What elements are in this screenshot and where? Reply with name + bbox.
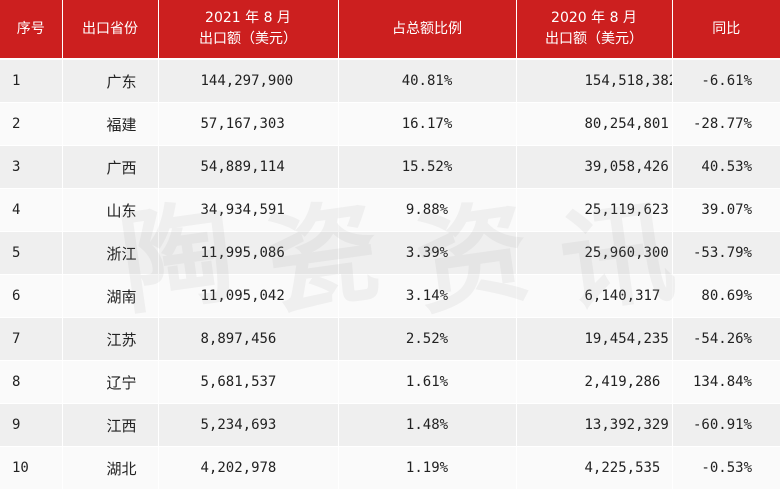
cell-share: 9.88% <box>338 188 517 232</box>
table-row: 4 山东 34,934,591 9.88% 25,119,623 39.07% <box>0 188 780 232</box>
cell-province: 湖北 <box>62 446 159 490</box>
table-row: 5 浙江 11,995,086 3.39% 25,960,300 -53.79% <box>0 231 780 275</box>
cell-province: 山东 <box>62 188 159 232</box>
cell-province: 浙江 <box>62 231 159 275</box>
cell-index: 7 <box>0 317 63 361</box>
cell-province: 江苏 <box>62 317 159 361</box>
header-index: 序号 <box>0 0 63 60</box>
cell-index: 1 <box>0 59 63 103</box>
cell-export-2020: 13,392,329 <box>516 403 673 447</box>
table-row: 1 广东 144,297,900 40.81% 154,518,382 -6.6… <box>0 59 780 103</box>
cell-share: 1.61% <box>338 360 517 404</box>
header-export-2020: 2020 年 8 月 出口额（美元） <box>516 0 673 60</box>
table-row: 8 辽宁 5,681,537 1.61% 2,419,286 134.84% <box>0 360 780 404</box>
table-row: 3 广西 54,889,114 15.52% 39,058,426 40.53% <box>0 145 780 189</box>
cell-share: 3.39% <box>338 231 517 275</box>
cell-yoy: -53.79% <box>672 231 780 275</box>
cell-export-2020: 39,058,426 <box>516 145 673 189</box>
cell-index: 4 <box>0 188 63 232</box>
cell-yoy: -6.61% <box>672 59 780 103</box>
cell-yoy: -28.77% <box>672 102 780 146</box>
cell-province: 广西 <box>62 145 159 189</box>
header-export-2021: 2021 年 8 月 出口额（美元） <box>158 0 339 60</box>
header-province: 出口省份 <box>62 0 159 60</box>
cell-share: 16.17% <box>338 102 517 146</box>
cell-province: 广东 <box>62 59 159 103</box>
cell-export-2020: 154,518,382 <box>516 59 673 103</box>
cell-index: 5 <box>0 231 63 275</box>
cell-index: 8 <box>0 360 63 404</box>
cell-yoy: 134.84% <box>672 360 780 404</box>
table-header-row: 序号 出口省份 2021 年 8 月 出口额（美元） 占总额比例 2020 年 … <box>0 0 780 60</box>
cell-export-2021: 5,681,537 <box>158 360 339 404</box>
table-row: 10 湖北 4,202,978 1.19% 4,225,535 -0.53% <box>0 446 780 490</box>
cell-yoy: -54.26% <box>672 317 780 361</box>
cell-share: 2.52% <box>338 317 517 361</box>
cell-export-2020: 4,225,535 <box>516 446 673 490</box>
cell-export-2020: 19,454,235 <box>516 317 673 361</box>
cell-share: 40.81% <box>338 59 517 103</box>
cell-share: 1.19% <box>338 446 517 490</box>
cell-yoy: 39.07% <box>672 188 780 232</box>
cell-province: 湖南 <box>62 274 159 318</box>
cell-share: 15.52% <box>338 145 517 189</box>
cell-export-2021: 54,889,114 <box>158 145 339 189</box>
cell-index: 2 <box>0 102 63 146</box>
cell-export-2020: 25,119,623 <box>516 188 673 232</box>
cell-index: 10 <box>0 446 63 490</box>
cell-export-2021: 144,297,900 <box>158 59 339 103</box>
cell-export-2021: 11,995,086 <box>158 231 339 275</box>
cell-yoy: 80.69% <box>672 274 780 318</box>
table-row: 9 江西 5,234,693 1.48% 13,392,329 -60.91% <box>0 403 780 447</box>
cell-share: 1.48% <box>338 403 517 447</box>
header-yoy: 同比 <box>672 0 780 60</box>
cell-export-2021: 34,934,591 <box>158 188 339 232</box>
cell-index: 6 <box>0 274 63 318</box>
header-share: 占总额比例 <box>338 0 517 60</box>
cell-export-2020: 6,140,317 <box>516 274 673 318</box>
table-row: 2 福建 57,167,303 16.17% 80,254,801 -28.77… <box>0 102 780 146</box>
header-export-2021-unit: 出口额（美元） <box>199 31 297 47</box>
cell-export-2020: 80,254,801 <box>516 102 673 146</box>
cell-export-2020: 2,419,286 <box>516 360 673 404</box>
cell-export-2021: 4,202,978 <box>158 446 339 490</box>
cell-share: 3.14% <box>338 274 517 318</box>
cell-export-2021: 5,234,693 <box>158 403 339 447</box>
table-row: 6 湖南 11,095,042 3.14% 6,140,317 80.69% <box>0 274 780 318</box>
header-export-2021-date: 2021 年 8 月 <box>205 10 291 26</box>
table-row: 7 江苏 8,897,456 2.52% 19,454,235 -54.26% <box>0 317 780 361</box>
cell-index: 9 <box>0 403 63 447</box>
cell-export-2021: 8,897,456 <box>158 317 339 361</box>
cell-yoy: 40.53% <box>672 145 780 189</box>
cell-province: 福建 <box>62 102 159 146</box>
header-export-2020-date: 2020 年 8 月 <box>551 10 637 26</box>
cell-export-2021: 57,167,303 <box>158 102 339 146</box>
cell-yoy: -60.91% <box>672 403 780 447</box>
cell-export-2021: 11,095,042 <box>158 274 339 318</box>
cell-index: 3 <box>0 145 63 189</box>
cell-export-2020: 25,960,300 <box>516 231 673 275</box>
cell-yoy: -0.53% <box>672 446 780 490</box>
cell-province: 辽宁 <box>62 360 159 404</box>
cell-province: 江西 <box>62 403 159 447</box>
header-export-2020-unit: 出口额（美元） <box>545 31 643 47</box>
